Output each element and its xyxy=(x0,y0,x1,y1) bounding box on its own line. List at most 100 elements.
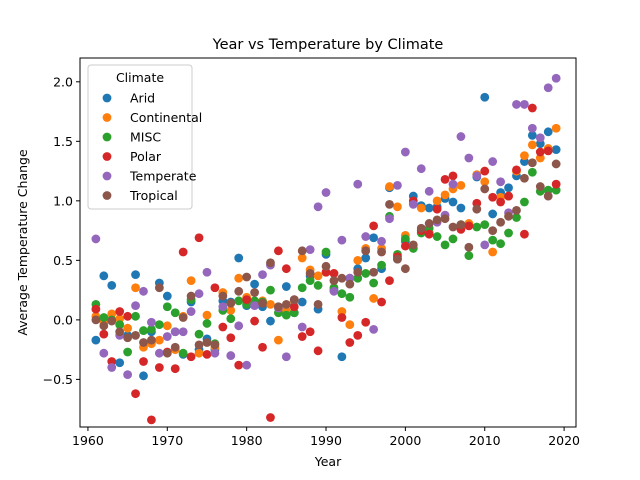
data-point-temperate xyxy=(178,327,188,337)
data-point-tropical xyxy=(448,222,458,232)
data-point-misc xyxy=(297,283,307,293)
data-point-tropical xyxy=(345,279,355,289)
data-point-polar xyxy=(543,146,553,156)
data-point-arid xyxy=(456,203,466,213)
data-point-arid xyxy=(480,92,490,102)
data-point-misc xyxy=(440,240,450,250)
data-point-tropical xyxy=(266,258,275,268)
data-point-tropical xyxy=(337,273,347,283)
data-point-polar xyxy=(551,179,561,189)
data-point-misc xyxy=(194,329,204,339)
data-point-temperate xyxy=(194,289,204,299)
x-tick-label: 1970 xyxy=(151,433,183,448)
data-point-polar xyxy=(186,352,196,362)
data-point-tropical xyxy=(305,269,315,278)
data-point-tropical xyxy=(139,338,148,347)
data-point-arid xyxy=(139,371,148,381)
data-point-arid xyxy=(369,233,379,243)
data-point-polar xyxy=(281,264,291,274)
data-point-polar xyxy=(448,171,458,181)
data-point-polar xyxy=(345,338,355,347)
legend-marker-polar xyxy=(102,152,112,161)
data-point-continental xyxy=(123,323,133,333)
data-point-arid xyxy=(337,352,347,362)
data-point-continental xyxy=(194,348,204,358)
data-point-tropical xyxy=(321,261,331,271)
data-point-misc xyxy=(154,320,164,330)
data-point-arid xyxy=(107,280,117,290)
data-point-polar xyxy=(440,175,450,184)
data-point-continental xyxy=(131,283,140,293)
data-point-tropical xyxy=(512,205,521,215)
data-point-temperate xyxy=(385,214,394,224)
data-point-tropical xyxy=(377,247,386,257)
data-point-continental xyxy=(456,180,466,190)
data-point-tropical xyxy=(107,316,117,326)
y-axis-label: Average Temperature Change xyxy=(15,149,30,336)
data-point-misc xyxy=(488,235,498,245)
data-point-misc xyxy=(226,314,236,324)
data-point-arid xyxy=(250,279,259,289)
data-point-polar xyxy=(115,307,125,316)
data-point-temperate xyxy=(234,321,244,331)
data-point-polar xyxy=(369,221,379,231)
data-point-temperate xyxy=(91,234,101,244)
data-point-temperate xyxy=(147,317,156,327)
data-point-polar xyxy=(210,283,220,293)
data-point-tropical xyxy=(242,272,252,282)
data-point-arid xyxy=(424,203,434,213)
data-point-polar xyxy=(480,166,490,176)
data-point-misc xyxy=(472,222,482,232)
data-point-continental xyxy=(154,335,164,345)
data-point-arid xyxy=(361,253,371,263)
data-point-tropical xyxy=(416,223,426,233)
data-point-polar xyxy=(496,197,506,207)
legend-label-continental: Continental xyxy=(130,110,202,125)
data-point-temperate xyxy=(305,245,315,255)
data-point-arid xyxy=(234,253,244,263)
data-point-temperate xyxy=(393,180,402,190)
data-point-polar xyxy=(131,389,140,399)
legend-marker-temperate xyxy=(102,171,112,181)
data-point-continental xyxy=(369,294,379,303)
data-point-temperate xyxy=(258,270,267,280)
data-point-temperate xyxy=(313,202,323,212)
data-point-polar xyxy=(242,295,252,305)
data-point-polar xyxy=(488,192,498,202)
data-point-tropical xyxy=(393,254,402,264)
data-point-tropical xyxy=(91,315,101,325)
data-point-tropical xyxy=(210,340,220,350)
data-point-polar xyxy=(329,269,339,278)
data-point-tropical xyxy=(274,302,283,312)
data-point-polar xyxy=(464,221,474,231)
data-point-tropical xyxy=(178,313,188,322)
legend-label-arid: Arid xyxy=(130,91,155,106)
y-tick-label: 1.0 xyxy=(53,193,73,208)
data-point-polar xyxy=(289,302,299,312)
data-point-continental xyxy=(488,247,498,257)
data-point-arid xyxy=(162,291,172,301)
data-point-misc xyxy=(321,247,331,257)
data-point-continental xyxy=(393,202,402,212)
legend-marker-tropical xyxy=(102,191,112,200)
data-point-polar xyxy=(535,147,545,157)
data-point-polar xyxy=(305,327,315,337)
x-tick-label: 2010 xyxy=(469,433,501,448)
data-point-tropical xyxy=(408,240,418,250)
data-point-polar xyxy=(91,304,101,314)
data-point-tropical xyxy=(543,191,553,201)
data-point-arid xyxy=(504,183,513,193)
data-point-arid xyxy=(297,297,307,307)
data-point-misc xyxy=(170,308,180,318)
data-point-temperate xyxy=(424,186,434,196)
legend: Climate Arid Continental MISC Polar Temperat… xyxy=(87,64,202,210)
data-point-tropical xyxy=(520,173,529,183)
data-point-misc xyxy=(369,278,379,288)
data-point-polar xyxy=(353,330,363,340)
data-point-arid xyxy=(527,130,537,140)
legend-label-tropical: Tropical xyxy=(129,188,178,203)
data-point-continental xyxy=(527,140,537,150)
data-point-tropical xyxy=(432,215,442,225)
data-point-tropical xyxy=(226,298,236,308)
